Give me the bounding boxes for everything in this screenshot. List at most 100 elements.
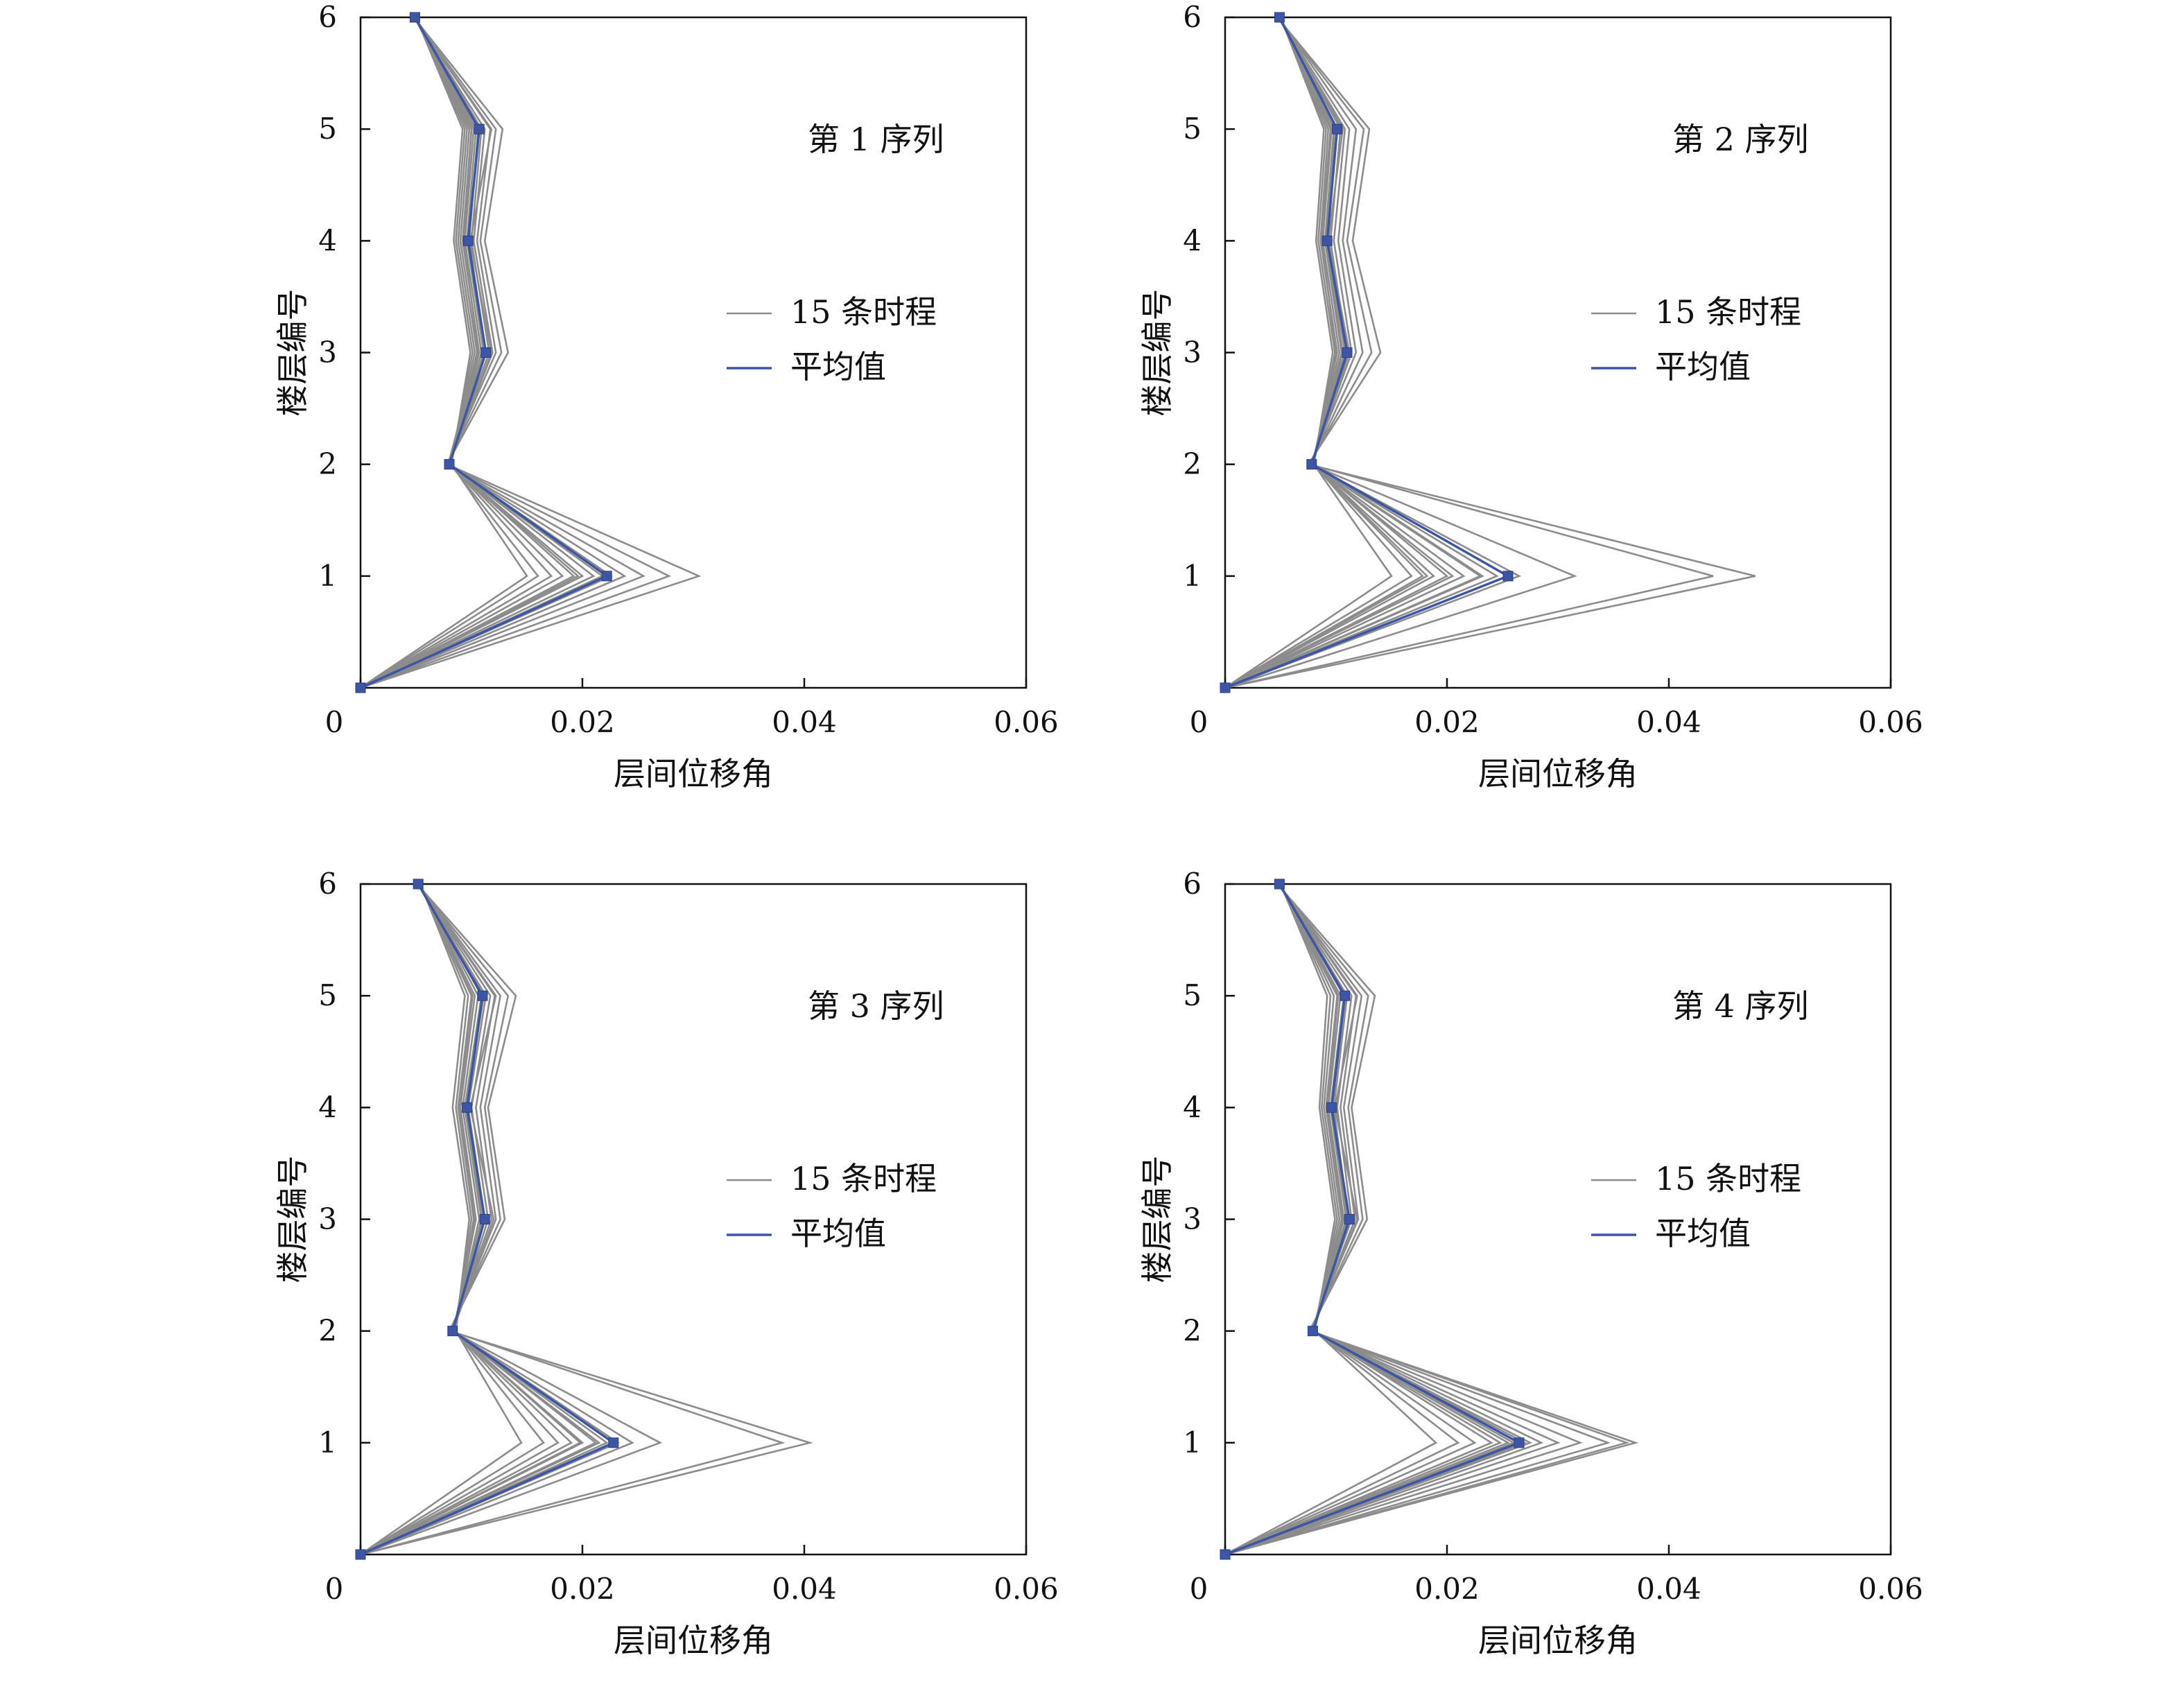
- x-tick-label: 0: [325, 705, 344, 739]
- record-line: [1224, 883, 1460, 1556]
- y-tick-label: 2: [1183, 1314, 1202, 1348]
- record-line: [360, 883, 582, 1556]
- y-tick-label: 5: [1183, 112, 1202, 146]
- x-tick-label: 0.06: [1858, 1572, 1923, 1606]
- record-line: [360, 17, 528, 689]
- record-line: [360, 883, 663, 1556]
- y-tick-label: 1: [1183, 559, 1202, 593]
- chart-panel-2: 0 0.02 0.04 0.06 1 2 3 4 5 6 层间位移角 楼层编号 第 2 序列 15 条时程…: [1138, 0, 1923, 792]
- mean-marker: [480, 347, 492, 358]
- x-tick-label: 0.04: [1636, 705, 1701, 739]
- record-line: [360, 17, 553, 689]
- chart-panel-3: 0 0.02 0.04 0.06 1 2 3 4 5 6 层间位移角 楼层编号 第 3 序列 15 条时程…: [274, 867, 1059, 1659]
- x-axis-title: 层间位移角: [1478, 1622, 1638, 1659]
- x-tick-label: 0: [1190, 1572, 1208, 1606]
- mean-marker: [1326, 1102, 1337, 1113]
- record-line: [360, 17, 646, 689]
- record-line: [1224, 17, 1482, 689]
- record-line: [1224, 17, 1484, 689]
- mean-marker: [608, 1437, 619, 1448]
- figure: 0 0.02 0.04 0.06 1 2 3 4 5 6 层间位移角 楼层编号第 1 序列 15 条时程…: [274, 0, 1923, 1659]
- y-tick-label: 5: [318, 112, 337, 146]
- panel-label: 第 3 序列: [808, 987, 944, 1025]
- mean-marker: [479, 1214, 490, 1224]
- mean-marker: [1274, 12, 1285, 23]
- x-tick-label: 0.02: [550, 1572, 615, 1606]
- record-line: [360, 883, 786, 1556]
- panel-label: 第 2 序列: [1672, 121, 1809, 158]
- record-line: [360, 883, 523, 1556]
- record-line: [360, 883, 601, 1556]
- x-tick-label: 0.06: [994, 705, 1059, 739]
- y-tick-label: 3: [318, 336, 337, 370]
- record-line: [1224, 17, 1577, 689]
- mean-marker: [1220, 1549, 1231, 1560]
- panel-label: 第 4 序列: [1672, 987, 1809, 1025]
- y-tick-label: 5: [1183, 978, 1202, 1012]
- y-tick-label: 4: [1183, 1090, 1202, 1124]
- y-tick-label: 1: [1183, 1426, 1202, 1460]
- record-line: [360, 17, 627, 689]
- y-tick-label: 6: [318, 867, 337, 901]
- x-tick-label: 0.06: [1858, 705, 1923, 739]
- legend-mean-label: 平均值: [790, 348, 886, 386]
- mean-marker: [1274, 878, 1285, 890]
- record-line: [1224, 17, 1393, 689]
- record-line: [360, 17, 672, 689]
- record-line: [1224, 883, 1493, 1556]
- mean-marker: [1220, 682, 1231, 693]
- mean-marker: [1502, 571, 1514, 582]
- record-line: [1224, 883, 1438, 1556]
- record-line: [1224, 883, 1611, 1556]
- y-tick-label: 1: [318, 1426, 337, 1460]
- record-line: [1224, 17, 1424, 689]
- y-tick-label: 6: [1183, 867, 1202, 901]
- record-line: [1224, 883, 1630, 1556]
- y-tick-label: 6: [1183, 0, 1202, 34]
- y-tick-label: 2: [318, 447, 337, 481]
- mean-marker: [1321, 235, 1333, 246]
- mean-marker: [601, 571, 612, 582]
- legend-mean-label: 平均值: [1655, 1215, 1751, 1252]
- mean-marker: [444, 459, 455, 470]
- mean-marker: [1307, 1326, 1318, 1337]
- record-line: [360, 883, 634, 1556]
- mean-marker: [462, 1102, 473, 1113]
- record-line: [360, 17, 539, 689]
- mean-line: [1224, 17, 1511, 689]
- y-axis-title: 楼层编号: [274, 289, 311, 417]
- legend-mean-label: 平均值: [790, 1215, 886, 1252]
- y-tick-label: 3: [1183, 1202, 1202, 1236]
- record-line: [360, 883, 573, 1556]
- record-line: [1224, 883, 1477, 1556]
- y-tick-label: 3: [318, 1202, 337, 1236]
- record-line: [1224, 17, 1522, 689]
- record-line: [1224, 883, 1533, 1556]
- mean-marker: [474, 123, 485, 135]
- chart-panel-4: 0 0.02 0.04 0.06 1 2 3 4 5 6 层间位移角 楼层编号 第 4 序列 15 条时程…: [1138, 867, 1923, 1659]
- mean-marker: [447, 1326, 458, 1337]
- record-line: [360, 883, 813, 1556]
- record-line: [1224, 883, 1516, 1556]
- y-tick-label: 2: [1183, 447, 1202, 481]
- legend-records-label: 15 条时程: [1655, 1160, 1801, 1197]
- record-line: [1224, 17, 1436, 689]
- record-line: [1224, 17, 1714, 689]
- y-axis-title: 楼层编号: [1138, 289, 1176, 417]
- y-tick-label: 1: [318, 559, 337, 593]
- y-axis-title: 楼层编号: [1138, 1156, 1176, 1283]
- x-axis-title: 层间位移角: [1478, 755, 1638, 792]
- mean-marker: [413, 878, 424, 890]
- mean-marker: [1342, 347, 1353, 358]
- record-line: [1224, 17, 1756, 689]
- mean-marker: [1332, 123, 1343, 135]
- legend-records-label: 15 条时程: [790, 293, 937, 331]
- legend-mean-label: 平均值: [1655, 348, 1751, 386]
- record-line: [1224, 883, 1639, 1556]
- chart-panel-1: 0 0.02 0.04 0.06 1 2 3 4 5 6 层间位移角 楼层编号 第 1 序列 15 条时程…: [274, 0, 1059, 792]
- y-tick-label: 4: [318, 1090, 337, 1124]
- y-tick-label: 2: [318, 1314, 337, 1348]
- y-tick-label: 4: [1183, 223, 1202, 257]
- x-tick-label: 0.02: [1414, 705, 1480, 739]
- x-tick-label: 0.06: [994, 1572, 1059, 1606]
